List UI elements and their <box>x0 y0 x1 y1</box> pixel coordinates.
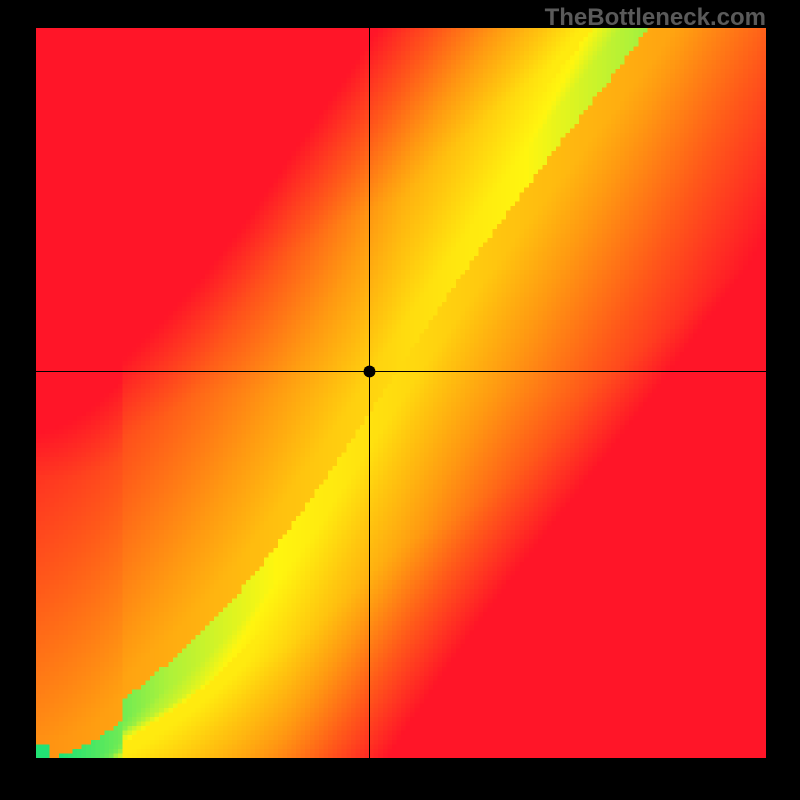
watermark-text: TheBottleneck.com <box>545 4 766 32</box>
outer-frame: TheBottleneck.com <box>0 0 800 800</box>
crosshair-overlay <box>36 28 766 758</box>
plot-area <box>36 28 766 758</box>
